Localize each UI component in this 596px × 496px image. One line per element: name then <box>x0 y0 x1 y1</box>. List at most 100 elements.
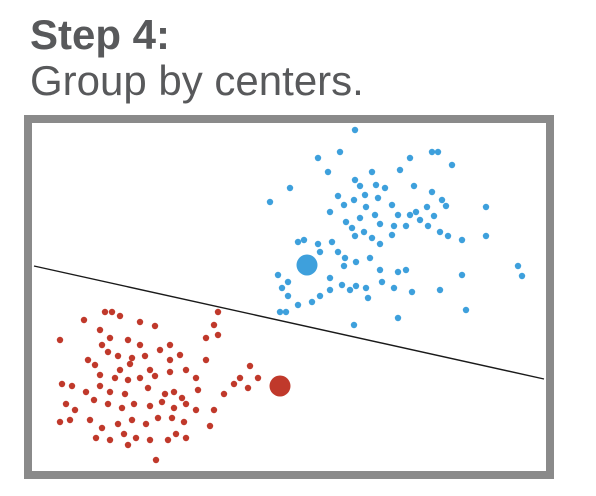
red-point <box>176 351 184 359</box>
red-point <box>116 312 124 320</box>
red-point <box>106 388 114 396</box>
red-point <box>71 406 79 414</box>
blue-point <box>278 284 286 292</box>
red-point <box>180 418 188 426</box>
blue-point <box>448 161 456 169</box>
blue-point <box>350 196 358 204</box>
blue-point <box>371 211 379 219</box>
blue-point <box>326 208 334 216</box>
blue-point <box>394 314 402 322</box>
step-subtitle: Group by centers. <box>30 57 364 104</box>
blue-point <box>334 248 342 256</box>
red-point <box>136 341 144 349</box>
red-point <box>210 406 218 414</box>
blue-point <box>361 191 369 199</box>
blue-point <box>282 308 290 316</box>
blue-point <box>458 271 466 279</box>
blue-point <box>518 272 526 280</box>
red-point <box>96 382 104 390</box>
red-point <box>120 430 128 438</box>
red-point <box>98 424 106 432</box>
blue-point <box>324 168 332 176</box>
red-point <box>230 380 238 388</box>
blue-point <box>294 238 302 246</box>
blue-point <box>444 232 452 240</box>
red-point <box>106 436 114 444</box>
red-point <box>152 456 160 464</box>
blue-point <box>388 201 396 209</box>
red-point <box>142 420 150 428</box>
blue-point <box>308 298 316 306</box>
red-point <box>192 374 200 382</box>
diagram-frame <box>24 115 554 479</box>
blue-point <box>328 238 336 246</box>
blue-point <box>340 262 348 270</box>
red-point <box>104 348 112 356</box>
red-point <box>124 376 132 384</box>
red-point <box>141 352 149 360</box>
red-point <box>118 404 126 412</box>
blue-point <box>394 211 402 219</box>
blue-point <box>334 192 342 200</box>
red-point <box>202 356 210 364</box>
blue-point <box>286 184 294 192</box>
blue-point <box>316 248 324 256</box>
blue-point <box>436 286 444 294</box>
blue-point <box>356 182 364 190</box>
blue-point <box>482 232 490 240</box>
blue-point <box>352 282 360 290</box>
red-point <box>68 382 76 390</box>
blue-point <box>338 281 346 289</box>
red-point <box>161 390 169 398</box>
blue-point <box>348 224 356 232</box>
blue-point <box>428 148 436 156</box>
blue-point <box>368 234 376 242</box>
blue-point <box>341 254 349 262</box>
red-point <box>98 341 106 349</box>
blue-point <box>423 203 431 211</box>
red-point <box>192 406 200 414</box>
red-center <box>269 375 291 397</box>
red-point <box>121 390 129 398</box>
blue-point <box>374 194 382 202</box>
red-point <box>144 384 152 392</box>
red-point <box>170 388 178 396</box>
blue-point <box>458 236 466 244</box>
red-point <box>66 416 74 424</box>
blue-center <box>296 254 318 276</box>
blue-point <box>274 271 282 279</box>
blue-point <box>402 266 410 274</box>
red-point <box>111 374 119 382</box>
blue-point <box>362 284 370 292</box>
red-point <box>126 360 134 368</box>
blue-cluster <box>266 126 526 329</box>
blue-point <box>351 232 359 240</box>
red-point <box>254 374 262 382</box>
red-point <box>128 416 136 424</box>
red-point <box>56 418 64 426</box>
blue-point <box>300 236 308 244</box>
blue-point <box>340 201 348 209</box>
red-point <box>58 380 66 388</box>
red-point <box>194 386 202 394</box>
red-point <box>182 400 190 408</box>
red-point <box>158 398 166 406</box>
blue-point <box>388 231 396 239</box>
blue-point <box>394 268 402 276</box>
red-point <box>151 372 159 380</box>
red-point <box>146 402 154 410</box>
red-point <box>82 388 90 396</box>
blue-point <box>430 212 438 220</box>
red-point <box>104 400 112 408</box>
blue-point <box>514 262 522 270</box>
cluster-centers <box>269 254 318 397</box>
blue-point <box>416 216 424 224</box>
blue-point <box>336 148 344 156</box>
blue-point <box>378 278 386 286</box>
red-point <box>172 430 180 438</box>
blue-point <box>438 196 446 204</box>
blue-point <box>356 214 364 222</box>
red-point <box>236 374 244 382</box>
red-point <box>166 356 174 364</box>
red-point <box>106 334 114 342</box>
